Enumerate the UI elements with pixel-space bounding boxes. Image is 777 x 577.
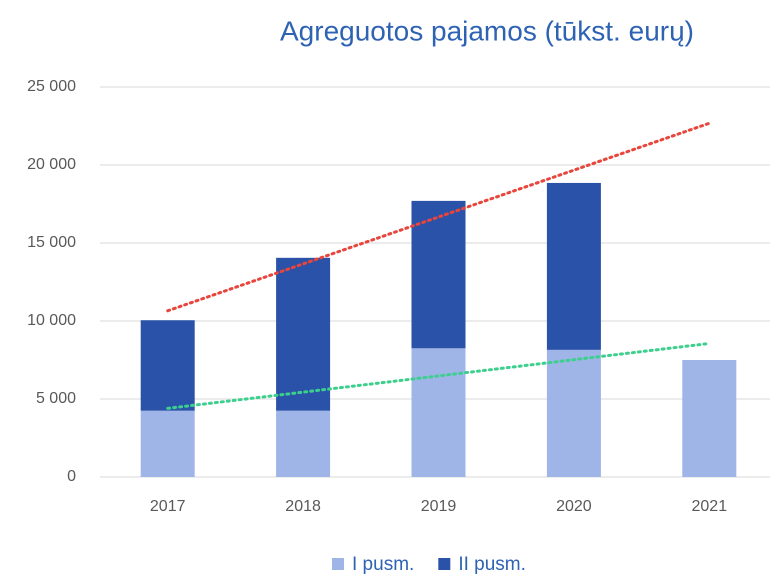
x-tick-label: 2021: [692, 498, 728, 515]
y-tick-label: 5 000: [36, 390, 76, 407]
bar: [682, 360, 737, 477]
bar: [276, 410, 331, 477]
x-tick-label: 2017: [150, 498, 186, 515]
x-tick-label: 2020: [556, 498, 592, 515]
y-tick-label: 20 000: [27, 156, 76, 173]
bar: [546, 182, 601, 350]
legend-label: I pusm.: [352, 554, 414, 575]
x-tick-label: 2019: [421, 498, 457, 515]
bar: [411, 348, 466, 477]
bar: [411, 200, 466, 349]
x-tick-label: 2018: [285, 498, 321, 515]
trendline: [166, 341, 711, 410]
bar: [140, 410, 195, 477]
y-tick-label: 25 000: [27, 78, 76, 95]
bar: [546, 349, 601, 477]
chart-title: Agreguotos pajamos (tūkst. eurų): [280, 15, 694, 46]
trendline: [166, 121, 711, 313]
legend-label: II pusm.: [458, 554, 526, 575]
y-tick-label: 0: [67, 468, 76, 485]
legend-swatch: [332, 558, 344, 570]
y-tick-label: 15 000: [27, 234, 76, 251]
bar: [276, 257, 331, 411]
y-tick-label: 10 000: [27, 312, 76, 329]
legend-swatch: [438, 558, 451, 570]
bar: [140, 320, 195, 411]
